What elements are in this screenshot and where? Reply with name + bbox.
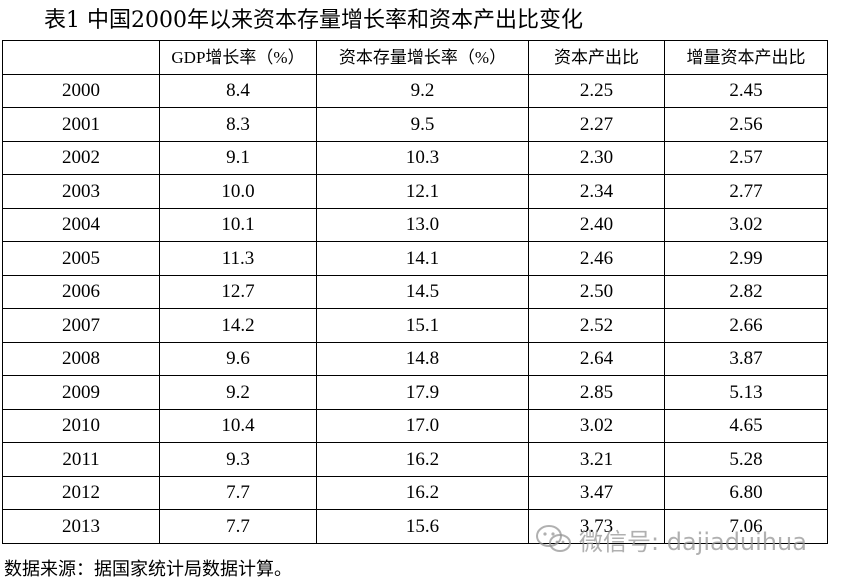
value-cell: 2.64 [528, 341, 665, 376]
year-cell: 2004 [2, 207, 160, 242]
value-cell: 5.28 [664, 442, 828, 477]
year-cell: 2007 [2, 308, 160, 343]
value-cell: 15.6 [316, 509, 529, 544]
year-cell: 2012 [2, 475, 160, 510]
table-row: 2002 9.1 10.3 2.30 2.57 [2, 140, 828, 175]
value-cell: 2.34 [528, 174, 665, 209]
value-cell: 2.52 [528, 308, 665, 343]
table-row: 2004 10.1 13.0 2.40 3.02 [2, 207, 828, 242]
value-cell: 2.45 [664, 73, 828, 108]
table-row: 2006 12.7 14.5 2.50 2.82 [2, 274, 828, 309]
table-title: 表1 中国2000年以来资本存量增长率和资本产出比变化 [44, 8, 583, 33]
value-cell: 9.3 [159, 442, 317, 477]
value-cell: 14.5 [316, 274, 529, 309]
watermark: 微信号: dajiaduihua [535, 522, 807, 556]
header-cell-year [2, 40, 160, 75]
value-cell: 10.3 [316, 140, 529, 175]
value-cell: 10.1 [159, 207, 317, 242]
value-cell: 3.02 [528, 408, 665, 443]
value-cell: 3.21 [528, 442, 665, 477]
value-cell: 7.7 [159, 475, 317, 510]
table-row: 2011 9.3 16.2 3.21 5.28 [2, 442, 828, 477]
value-cell: 2.50 [528, 274, 665, 309]
table-row: 2012 7.7 16.2 3.47 6.80 [2, 475, 828, 510]
value-cell: 2.46 [528, 241, 665, 276]
value-cell: 2.85 [528, 375, 665, 410]
value-cell: 2.77 [664, 174, 828, 209]
value-cell: 3.47 [528, 475, 665, 510]
value-cell: 3.87 [664, 341, 828, 376]
value-cell: 3.73 [528, 509, 665, 544]
header-cell-capital-output-ratio: 资本产出比 [528, 40, 665, 75]
value-cell: 12.1 [316, 174, 529, 209]
value-cell: 7.7 [159, 509, 317, 544]
data-table: GDP增长率（%） 资本存量增长率（%） 资本产出比 增量资本产出比 2000 8… [2, 40, 828, 544]
value-cell: 6.80 [664, 475, 828, 510]
year-cell: 2009 [2, 375, 160, 410]
value-cell: 9.2 [159, 375, 317, 410]
value-cell: 11.3 [159, 241, 317, 276]
year-cell: 2000 [2, 73, 160, 108]
table-row: 2008 9.6 14.8 2.64 3.87 [2, 341, 828, 376]
value-cell: 10.4 [159, 408, 317, 443]
value-cell: 14.8 [316, 341, 529, 376]
value-cell: 2.27 [528, 107, 665, 142]
watermark-text: 微信号: dajiaduihua [579, 527, 807, 556]
year-cell: 2001 [2, 107, 160, 142]
wechat-icon [536, 525, 571, 552]
table-row: 2007 14.2 15.1 2.52 2.66 [2, 308, 828, 343]
year-cell: 2011 [2, 442, 160, 477]
value-cell: 5.13 [664, 375, 828, 410]
table-row: 2003 10.0 12.1 2.34 2.77 [2, 174, 828, 209]
table-row: 2001 8.3 9.5 2.27 2.56 [2, 107, 828, 142]
value-cell: 2.57 [664, 140, 828, 175]
value-cell: 8.4 [159, 73, 317, 108]
value-cell: 2.25 [528, 73, 665, 108]
value-cell: 15.1 [316, 308, 529, 343]
value-cell: 9.6 [159, 341, 317, 376]
value-cell: 16.2 [316, 475, 529, 510]
year-cell: 2005 [2, 241, 160, 276]
year-cell: 2006 [2, 274, 160, 309]
value-cell: 2.56 [664, 107, 828, 142]
table-row: 2009 9.2 17.9 2.85 5.13 [2, 375, 828, 410]
table-row: 2000 8.4 9.2 2.25 2.45 [2, 73, 828, 108]
value-cell: 2.30 [528, 140, 665, 175]
value-cell: 2.99 [664, 241, 828, 276]
table-header-row: GDP增长率（%） 资本存量增长率（%） 资本产出比 增量资本产出比 [2, 40, 828, 75]
year-cell: 2008 [2, 341, 160, 376]
value-cell: 8.3 [159, 107, 317, 142]
year-cell: 2010 [2, 408, 160, 443]
year-cell: 2002 [2, 140, 160, 175]
value-cell: 9.2 [316, 73, 529, 108]
value-cell: 9.1 [159, 140, 317, 175]
header-cell-incremental-capital-output-ratio: 增量资本产出比 [664, 40, 828, 75]
value-cell: 10.0 [159, 174, 317, 209]
table-row: 2013 7.7 15.6 3.73 7.06 [2, 509, 828, 544]
year-cell: 2003 [2, 174, 160, 209]
value-cell: 12.7 [159, 274, 317, 309]
value-cell: 4.65 [664, 408, 828, 443]
table-row: 2005 11.3 14.1 2.46 2.99 [2, 241, 828, 276]
table-row: 2010 10.4 17.0 3.02 4.65 [2, 408, 828, 443]
value-cell: 7.06 [664, 509, 828, 544]
value-cell: 3.02 [664, 207, 828, 242]
value-cell: 17.9 [316, 375, 529, 410]
value-cell: 2.66 [664, 308, 828, 343]
header-cell-gdp-growth: GDP增长率（%） [159, 40, 317, 75]
year-cell: 2013 [2, 509, 160, 544]
value-cell: 13.0 [316, 207, 529, 242]
value-cell: 9.5 [316, 107, 529, 142]
value-cell: 2.82 [664, 274, 828, 309]
header-cell-capital-stock-growth: 资本存量增长率（%） [316, 40, 529, 75]
value-cell: 16.2 [316, 442, 529, 477]
source-note: 数据来源：据国家统计局数据计算。 [4, 559, 292, 580]
value-cell: 14.2 [159, 308, 317, 343]
value-cell: 17.0 [316, 408, 529, 443]
value-cell: 14.1 [316, 241, 529, 276]
value-cell: 2.40 [528, 207, 665, 242]
